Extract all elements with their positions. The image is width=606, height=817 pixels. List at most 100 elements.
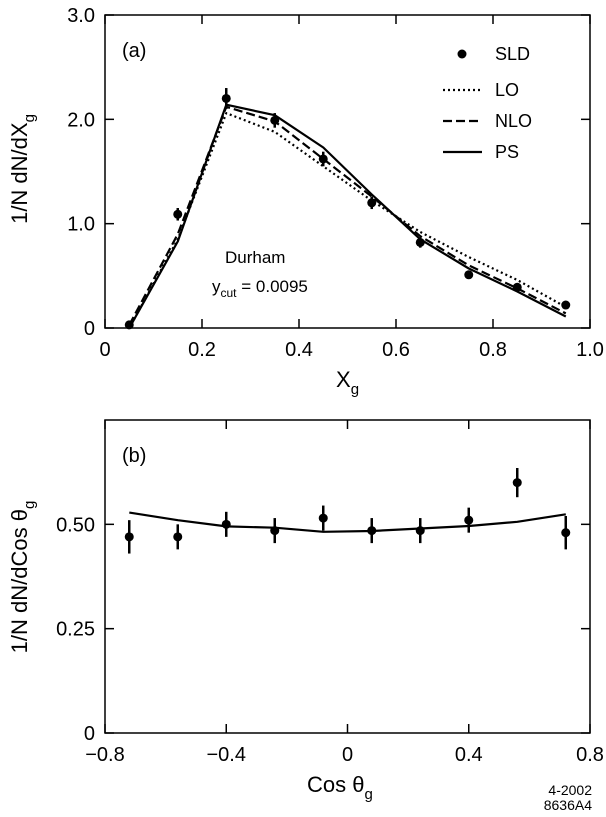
ycut-label: ycut = 0.0095 [212, 277, 308, 300]
point-marker [270, 115, 280, 125]
panel-b-y-axis-title: 1/N dN/dCos θg [7, 501, 38, 654]
point-marker [512, 478, 522, 488]
point-marker [561, 300, 571, 310]
data-point [221, 511, 231, 537]
data-point [415, 237, 425, 248]
data-point [270, 113, 280, 128]
data-point [561, 300, 571, 310]
panel-a-data-points [124, 88, 571, 330]
legend-label-lo: LO [495, 80, 519, 100]
footer-date: 4-2002 [548, 782, 592, 798]
data-point [464, 507, 474, 533]
ycut-main: y [212, 277, 221, 296]
curve-lo [128, 111, 567, 329]
data-point [124, 520, 134, 554]
point-marker [367, 526, 377, 536]
point-marker [221, 93, 231, 103]
panel-a-plot-frame [104, 14, 591, 329]
x-tick-label: 0.6 [382, 339, 410, 361]
data-point [464, 270, 474, 280]
panel-a-x-axis-sub: g [351, 381, 359, 398]
data-point [318, 151, 328, 167]
point-marker [270, 526, 280, 536]
data-point [367, 518, 377, 544]
data-point [561, 515, 571, 550]
x-tick-label: 0 [99, 339, 110, 361]
point-marker [464, 515, 474, 525]
footer-id: 8636A4 [544, 797, 592, 813]
panel-b-curves [129, 511, 566, 533]
panel-a-x-ticks: 0 0.2 0.4 0.6 0.8 1.0 [99, 15, 604, 361]
point-marker [173, 209, 183, 219]
legend-label-ps: PS [495, 142, 519, 162]
data-point [367, 196, 377, 210]
point-marker [415, 526, 425, 536]
point-marker [173, 532, 183, 542]
panel-b-x-axis-title: Cos θg [307, 772, 373, 803]
point-marker [124, 320, 134, 330]
x-tick-label: 0 [342, 744, 353, 766]
legend-label-sld: SLD [495, 44, 530, 64]
y-tick-label: 0 [84, 318, 95, 340]
point-marker [464, 270, 474, 280]
curve-nlo [128, 105, 567, 326]
curve-ps [129, 511, 566, 533]
y-tick-label: 1.0 [67, 214, 95, 236]
point-marker [318, 513, 328, 523]
data-point [512, 282, 522, 292]
y-tick-label: 3.0 [67, 5, 95, 27]
x-tick-label: 0.8 [479, 339, 507, 361]
algorithm-label: Durham [225, 248, 285, 267]
panel-b-x-ticks: −0.8 −0.4 0 0.4 0.8 [85, 420, 604, 766]
panel-b-cos-theta-distribution: −0.8 −0.4 0 0.4 0.8 0 0.25 0.50 (b) Cos θg 1/N… [7, 419, 604, 803]
ycut-sub: cut [221, 286, 238, 300]
data-point [270, 518, 280, 544]
x-tick-label: 1.0 [576, 339, 604, 361]
y-tick-label: 0.25 [56, 619, 95, 641]
data-point [173, 524, 183, 550]
data-point [512, 467, 522, 498]
legend-label-nlo: NLO [495, 111, 532, 131]
point-marker [415, 237, 425, 247]
point-marker [367, 198, 377, 208]
data-point [173, 208, 183, 221]
panel-a-y-axis-sub: g [21, 114, 38, 122]
ycut-value: = 0.0095 [237, 277, 308, 296]
panel-a-x-axis-title: Xg [336, 367, 359, 398]
point-marker [221, 519, 231, 529]
y-tick-label: 0.50 [56, 514, 95, 536]
x-tick-label: 0.4 [285, 339, 313, 361]
panel-b-x-axis-sub: g [364, 786, 372, 803]
panel-b-y-axis-sub: g [21, 501, 38, 509]
x-tick-label: 0.4 [455, 744, 483, 766]
y-tick-label: 0 [84, 723, 95, 745]
data-point [124, 320, 134, 330]
point-marker [561, 528, 571, 538]
data-point [415, 518, 425, 544]
data-point [221, 88, 231, 109]
panel-a-legend: SLD LO NLO PS [443, 44, 532, 162]
panel-b-data-points [124, 467, 571, 554]
x-tick-label: 0.2 [188, 339, 216, 361]
panel-a-xg-distribution: 0 0.2 0.4 0.6 0.8 1.0 0 1.0 2.0 3.0 (a) Durham y… [7, 5, 604, 398]
point-marker [124, 532, 134, 542]
panel-b-label: (b) [122, 445, 146, 467]
panel-a-annotation: Durham ycut = 0.0095 [212, 248, 308, 300]
point-marker [318, 154, 328, 164]
legend-marker-sld [457, 49, 467, 59]
x-tick-label: 0.8 [576, 744, 604, 766]
figure-footer: 4-2002 8636A4 [544, 782, 592, 813]
data-point [318, 505, 328, 531]
panel-a-curves [128, 103, 567, 329]
panel-a-y-axis-title: 1/N dN/dXg [7, 114, 38, 224]
panel-b-y-ticks: 0 0.25 0.50 [56, 514, 590, 745]
point-marker [512, 282, 522, 292]
panel-a-label: (a) [122, 40, 146, 62]
panel-a-y-ticks: 0 1.0 2.0 3.0 [67, 5, 590, 340]
x-tick-label: −0.8 [85, 744, 124, 766]
x-tick-label: −0.4 [207, 744, 246, 766]
curve-ps [128, 103, 567, 329]
y-tick-label: 2.0 [67, 109, 95, 131]
panel-b-plot-frame [104, 419, 591, 734]
